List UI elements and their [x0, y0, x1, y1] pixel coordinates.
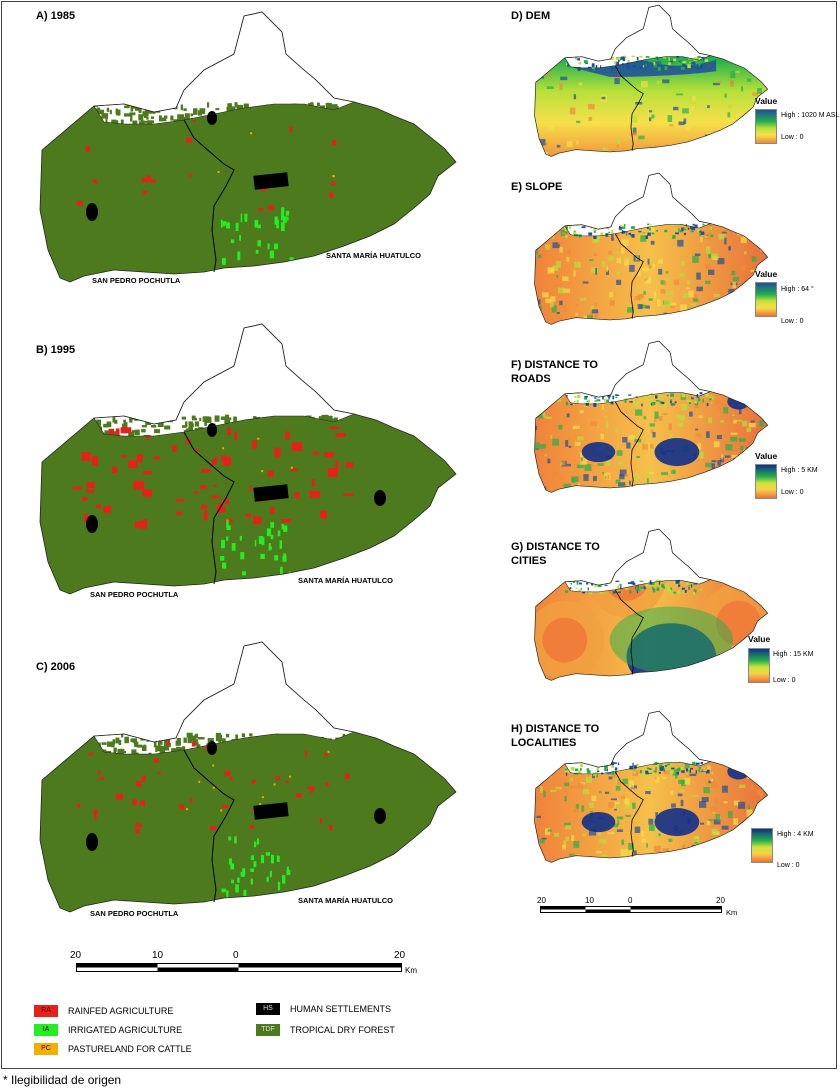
- municipality-label-pochutla: SAN PEDRO POCHUTLA: [90, 590, 179, 599]
- panel-title-h: H) DISTANCE TO LOCALITIES: [511, 723, 600, 749]
- legend-swatch-hs: HS: [256, 1003, 280, 1015]
- scalebar-label: 20: [70, 950, 82, 961]
- legend-label-pc: PASTURELAND FOR CATTLE: [68, 1044, 192, 1054]
- legend-gradient: [748, 648, 770, 683]
- panel-title-d: D) DEM: [511, 10, 551, 22]
- raster-map-distance-cities: [534, 528, 769, 681]
- legend-high: High : 4 KM: [777, 831, 814, 838]
- municipality-label-pochutla: SAN PEDRO POCHUTLA: [90, 909, 179, 918]
- municipality-label-pochutla: SAN PEDRO POCHUTLA: [92, 276, 181, 285]
- panel-title-a: A) 1985: [36, 10, 76, 22]
- legend-high: High : 64 °: [781, 286, 814, 293]
- legend-label-hs: HUMAN SETTLEMENTS: [290, 1004, 392, 1014]
- scalebar-label: 20: [537, 896, 546, 905]
- raster-map-dem: [534, 4, 769, 157]
- legend-gradient: [755, 464, 777, 499]
- legend-label-ra: RAINFED AGRICULTURE: [68, 1006, 174, 1016]
- landcover-map-2006: [39, 641, 457, 913]
- legend-low: Low : 0: [781, 489, 804, 496]
- scalebar-label: 20: [716, 896, 725, 905]
- scalebar-unit: Km: [405, 966, 417, 975]
- panel-title-g: G) DISTANCE TO CITIES: [511, 541, 600, 567]
- panel-title-e: E) SLOPE: [511, 181, 563, 193]
- panel-title-f: F) DISTANCE TO ROADS: [511, 359, 598, 385]
- legend-swatch-tdf: TDF: [256, 1024, 280, 1036]
- panel-title-c: C) 2006: [36, 661, 76, 673]
- raster-map-distance-roads: [534, 340, 769, 493]
- legend-label-tdf: TROPICAL DRY FOREST: [290, 1025, 395, 1035]
- legend-swatch-ra: RA: [34, 1005, 58, 1017]
- legend-title: Value: [755, 269, 778, 279]
- legend-low: Low : 0: [773, 677, 796, 684]
- scalebar-label: 0: [628, 896, 633, 905]
- figure-frame: [1, 1, 837, 1069]
- legend-swatch-ia: IA: [34, 1024, 58, 1036]
- legend-title: Value: [755, 96, 778, 106]
- municipality-label-huatulco: SANTA MARÍA HUATULCO: [326, 251, 421, 260]
- legend-gradient: [755, 282, 777, 317]
- scalebar-label: 10: [152, 950, 164, 961]
- legend-low: Low : 0: [781, 134, 804, 141]
- legend-title: Value: [755, 451, 778, 461]
- scalebar-label: 10: [585, 896, 594, 905]
- landcover-map-1995: [39, 323, 457, 595]
- scalebar-bar: [540, 906, 722, 913]
- scalebar-unit: Km: [726, 908, 738, 917]
- legend-high: High : 1020 M ASL: [781, 112, 840, 119]
- panel-title-b: B) 1995: [36, 344, 76, 356]
- legend-high: High : 5 KM: [781, 467, 818, 474]
- legend-low: Low : 0: [777, 862, 800, 869]
- scalebar-label: 20: [394, 950, 406, 961]
- footnote: * Ilegibilidad de origen: [3, 1073, 122, 1087]
- legend-gradient: [755, 109, 777, 144]
- legend-high: High : 15 KM: [773, 651, 814, 658]
- municipality-label-huatulco: SANTA MARÍA HUATULCO: [298, 576, 393, 585]
- scalebar-label: 0: [233, 950, 239, 961]
- legend-title: Value: [748, 634, 771, 644]
- legend-low: Low : 0: [781, 318, 804, 325]
- landcover-map-1985: [39, 11, 457, 283]
- legend-swatch-pc: PC: [34, 1043, 58, 1055]
- municipality-label-huatulco: SANTA MARÍA HUATULCO: [298, 896, 393, 905]
- legend-gradient: [751, 828, 773, 863]
- scalebar-bar: [76, 963, 402, 972]
- legend-label-ia: IRRIGATED AGRICULTURE: [68, 1025, 183, 1035]
- raster-map-distance-localities: [534, 710, 769, 863]
- raster-map-slope: [534, 172, 769, 325]
